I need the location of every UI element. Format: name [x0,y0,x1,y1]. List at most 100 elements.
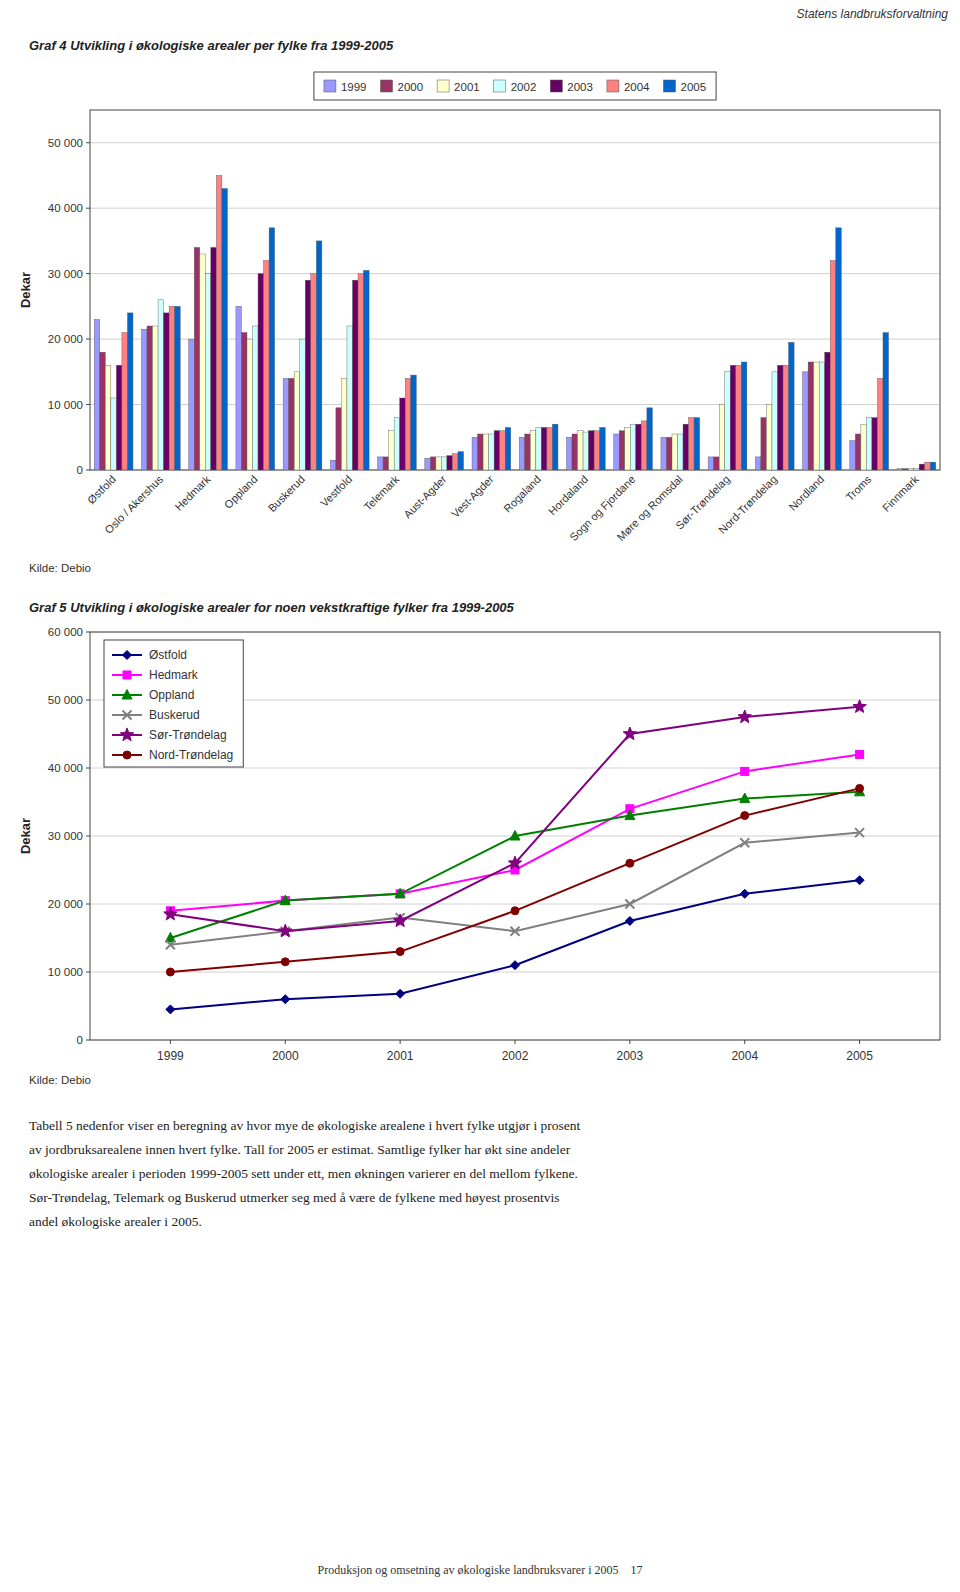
bar [364,270,370,470]
bar [678,434,684,470]
bar [483,434,489,470]
bar [714,457,720,470]
bar [505,427,511,470]
y-tick [86,404,90,405]
point [508,856,521,869]
legend-swatch [550,80,562,92]
bar [358,274,364,470]
line-chart: Graf 5 Utvikling i økologiske arealer fo… [18,600,940,1086]
bar [311,274,317,470]
bar [400,398,406,470]
bar [294,372,300,470]
bar [783,365,789,470]
bar [525,434,531,470]
bar [572,434,578,470]
x-tick-label: 2000 [272,1049,299,1063]
bar [730,365,736,470]
point [853,700,866,713]
legend-marker [120,728,133,741]
bar [883,333,889,470]
y-tick-label: 20 000 [48,333,83,345]
legend-label: 2005 [680,81,706,93]
bar [447,456,453,470]
bar [830,261,836,470]
legend-label: Østfold [149,648,187,662]
bar [925,462,931,470]
bar [347,326,353,470]
legend-label: 2001 [454,81,480,93]
y-tick-label: 0 [77,464,83,476]
grid-line [90,972,940,973]
footer: Produksjon og omsetning av økologiske la… [318,1563,643,1577]
x-tick-label: Vestfold [318,473,354,509]
point [396,948,404,956]
x-tick-label: Aust-Agder [401,473,449,521]
bar [169,306,175,470]
series-line [170,754,859,910]
bar [441,457,447,470]
bar [472,437,478,470]
y-tick [86,768,90,769]
x-tick-label: Troms [843,473,874,504]
point [626,859,634,867]
point [395,888,405,898]
legend-marker [123,671,131,679]
x-tick-label: 2004 [731,1049,758,1063]
bar [636,424,642,470]
legend-label: Nord-Trøndelag [149,748,233,762]
y-tick-label: 50 000 [48,694,83,706]
bar [814,362,820,470]
x-tick-label: Rogaland [501,473,543,515]
bar [458,452,464,470]
bar [305,280,311,470]
page: Statens landbruksforvaltningGraf 4 Utvik… [0,0,960,1592]
bar [436,457,442,470]
x-tick [859,1040,860,1044]
bar [341,378,347,470]
bar [536,427,542,470]
bar [122,333,128,470]
bar [194,247,200,470]
x-tick-label: 2001 [387,1049,414,1063]
bar [258,274,264,470]
bar [153,326,159,470]
bar [300,339,306,470]
y-tick [86,273,90,274]
bar [283,378,289,470]
y-tick-label: 20 000 [48,898,83,910]
point [740,889,749,898]
x-tick [285,1040,286,1044]
legend-label: Hedmark [149,668,199,682]
bar [594,431,600,470]
body-text-line: andel økologiske arealer i 2005. [29,1214,202,1229]
y-tick-label: 60 000 [48,626,83,638]
bar [661,437,667,470]
bar [164,313,170,470]
bar [777,365,783,470]
x-tick [744,1040,745,1044]
bar [619,431,625,470]
point [164,907,177,920]
x-tick-label: 2003 [617,1049,644,1063]
point [511,961,520,970]
bar [205,274,211,470]
bar [683,424,689,470]
bar [289,378,295,470]
y-tick-label: 40 000 [48,202,83,214]
legend-label: Buskerud [149,708,200,722]
x-tick-label: 2002 [502,1049,529,1063]
bar [253,326,259,470]
bar [116,365,122,470]
bar [241,333,247,470]
plot-frame [90,632,940,1040]
x-tick [629,1040,630,1044]
bar [872,418,878,470]
bar [914,469,920,470]
bar [877,378,883,470]
bar [336,408,342,470]
bar [216,175,222,470]
y-tick [86,142,90,143]
bar [866,418,872,470]
grid-line [90,904,940,905]
bar [264,261,270,470]
